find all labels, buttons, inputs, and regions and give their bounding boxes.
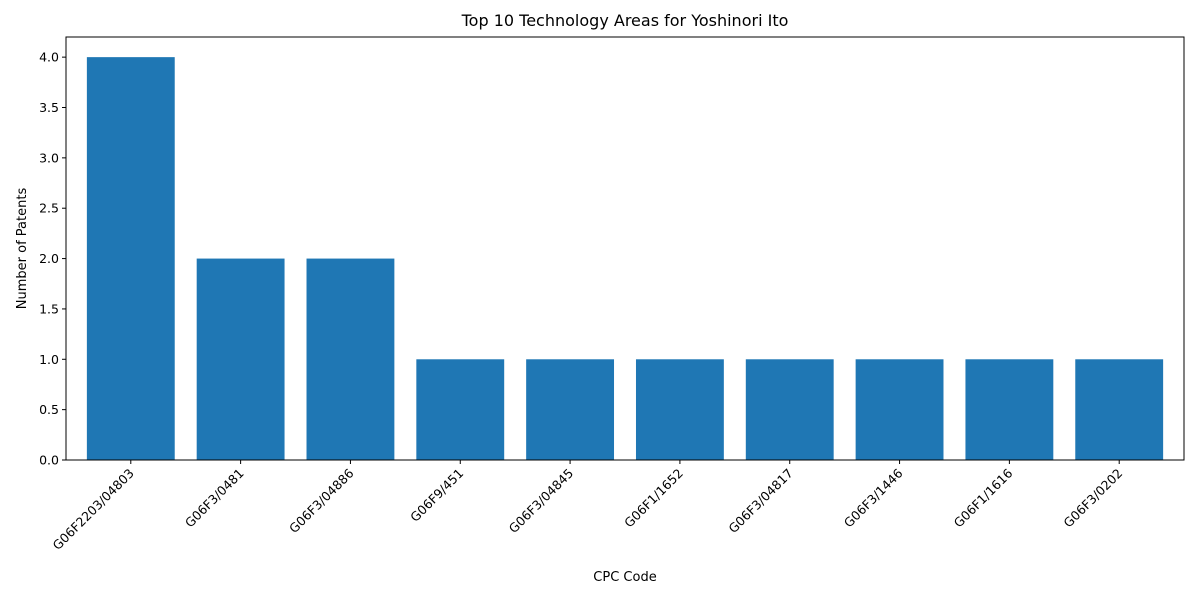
y-tick-label-3: 1.0 [39,352,59,367]
y-tick-label-6: 2.5 [39,201,59,216]
y-tick-label-5: 2.0 [39,251,59,266]
y-tick-label-4: 1.5 [39,301,59,316]
y-tick-label-2: 0.5 [39,402,59,417]
bar-3 [307,259,395,460]
x-tick-label-9: G06F1/1616 [951,465,1016,530]
bar-8 [856,359,944,460]
x-tick-label-1: G06F2203/04803 [50,466,137,553]
y-tick-label-9: 4.0 [39,50,59,65]
bar-10 [1075,359,1163,460]
bars-group [87,57,1163,460]
y-tick-label-7: 3.0 [39,150,59,165]
bar-1 [87,57,175,460]
bar-6 [636,359,724,460]
y-axis: 0.0 0.5 1.0 1.5 2.0 2.5 3.0 3.5 4.0 [39,50,66,468]
y-tick-label-1: 0.0 [39,453,59,468]
x-tick-label-4: G06F9/451 [407,466,466,525]
x-tick-label-10: G06F3/0202 [1060,466,1125,531]
x-axis: G06F2203/04803 G06F3/0481 G06F3/04886 G06F9… [50,460,1126,553]
y-tick-label-8: 3.5 [39,100,59,115]
bar-2 [197,259,285,460]
x-tick-label-8: G06F3/1446 [841,465,906,530]
x-tick-label-2: G06F3/0481 [182,466,247,531]
chart-title: Top 10 Technology Areas for Yoshinori It… [461,11,789,30]
y-axis-label: Number of Patents [15,188,30,310]
x-axis-label: CPC Code [593,570,656,585]
x-tick-label-3: G06F3/04886 [286,465,357,536]
bar-9 [965,359,1053,460]
bar-4 [416,359,504,460]
x-tick-label-5: G06F3/04845 [506,466,577,537]
x-tick-label-7: G06F3/04817 [725,466,796,537]
bar-7 [746,359,834,460]
x-tick-label-6: G06F1/1652 [621,466,686,531]
bar-5 [526,359,614,460]
